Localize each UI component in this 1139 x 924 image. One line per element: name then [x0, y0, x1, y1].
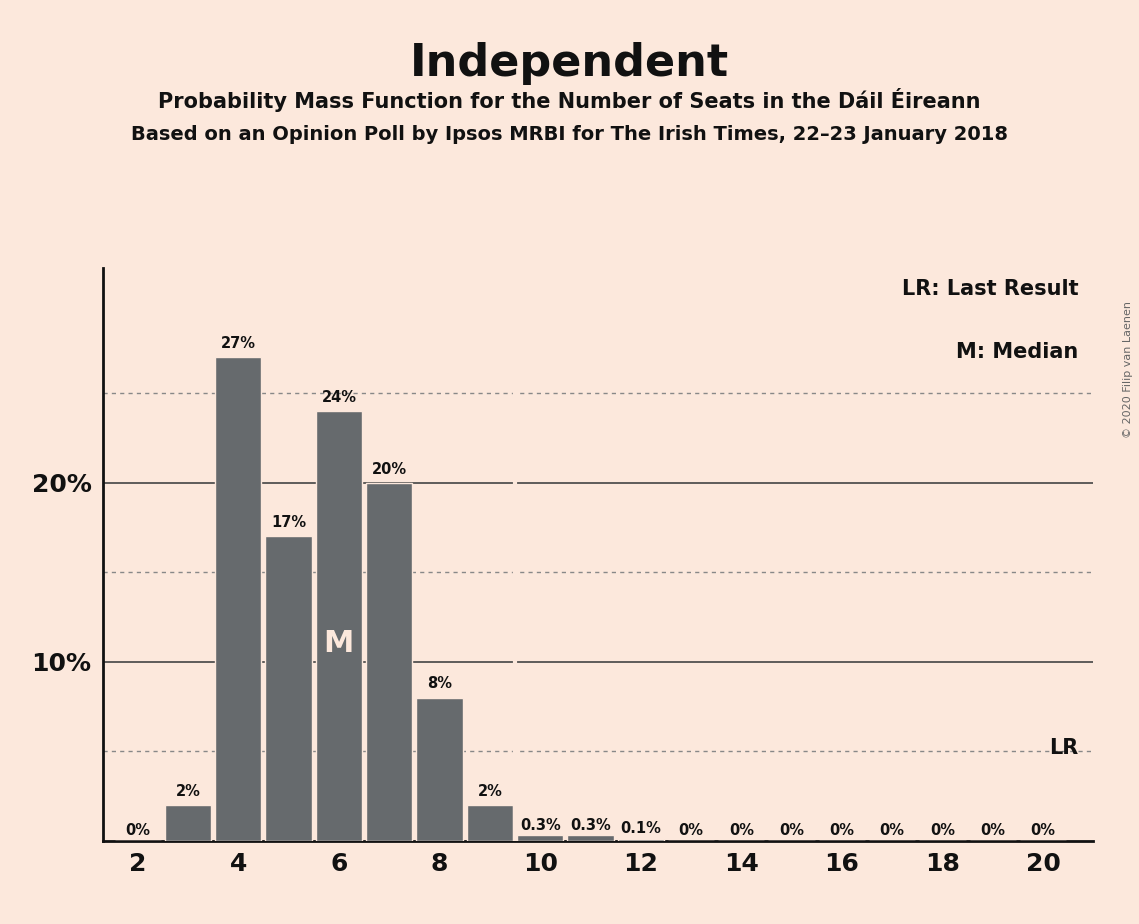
Text: Probability Mass Function for the Number of Seats in the Dáil Éireann: Probability Mass Function for the Number… [158, 88, 981, 112]
Bar [567, 835, 614, 841]
Bar [417, 698, 462, 841]
Bar [215, 358, 262, 841]
Text: 0.3%: 0.3% [519, 818, 560, 833]
Text: 27%: 27% [221, 336, 256, 351]
Text: Based on an Opinion Poll by Ipsos MRBI for The Irish Times, 22–23 January 2018: Based on an Opinion Poll by Ipsos MRBI f… [131, 125, 1008, 144]
Text: 0%: 0% [829, 823, 854, 838]
Bar [467, 805, 513, 841]
Text: 2%: 2% [477, 784, 502, 798]
Text: 17%: 17% [271, 516, 306, 530]
Text: 0%: 0% [879, 823, 904, 838]
Text: LR: LR [1049, 737, 1079, 758]
Text: 0%: 0% [931, 823, 954, 838]
Text: 2%: 2% [175, 784, 200, 798]
Text: Independent: Independent [410, 42, 729, 85]
Bar [165, 805, 211, 841]
Text: M: M [323, 629, 354, 659]
Text: 0%: 0% [981, 823, 1006, 838]
Bar [366, 482, 412, 841]
Bar [316, 411, 362, 841]
Bar [617, 839, 664, 841]
Text: LR: Last Result: LR: Last Result [902, 279, 1079, 299]
Text: 0%: 0% [679, 823, 704, 838]
Text: 0%: 0% [1031, 823, 1056, 838]
Text: M: Median: M: Median [957, 343, 1079, 362]
Text: 0.1%: 0.1% [621, 821, 661, 836]
Bar [517, 835, 564, 841]
Text: © 2020 Filip van Laenen: © 2020 Filip van Laenen [1123, 301, 1133, 438]
Text: 0.3%: 0.3% [570, 818, 611, 833]
Text: 0%: 0% [125, 823, 150, 838]
Text: 0%: 0% [729, 823, 754, 838]
Text: 24%: 24% [321, 390, 357, 405]
Text: 20%: 20% [371, 461, 407, 477]
Text: 0%: 0% [779, 823, 804, 838]
Text: 8%: 8% [427, 676, 452, 691]
Bar [265, 537, 312, 841]
